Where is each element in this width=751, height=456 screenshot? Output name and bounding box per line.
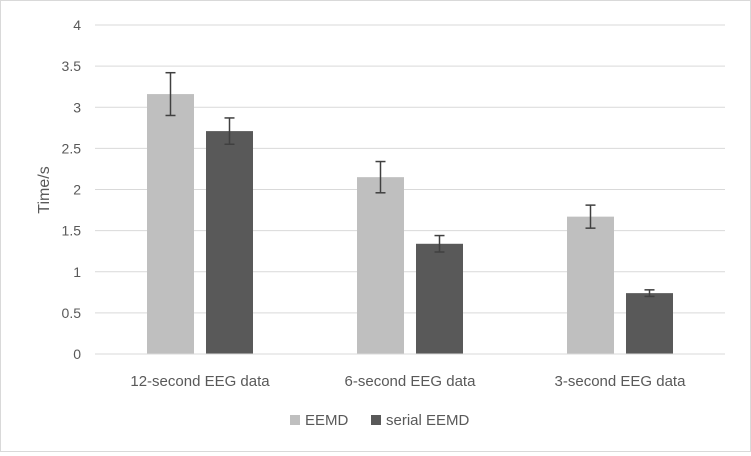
legend: EEMD serial EEMD	[290, 412, 470, 429]
gridlines	[95, 24, 725, 314]
bars	[147, 94, 673, 354]
y-tick-label: 1.5	[62, 223, 82, 239]
y-tick-label: 1	[73, 264, 81, 280]
y-axis-tick-labels: 0 0.5 1 1.5 2 2.5 3 3.5 4	[62, 17, 82, 362]
bar-serial-eemd	[416, 243, 463, 354]
y-tick-label: 3.5	[62, 58, 82, 74]
y-tick-label: 4	[73, 17, 81, 33]
y-axis-label: Time/s	[36, 166, 53, 213]
y-tick-label: 0.5	[62, 305, 82, 321]
x-category-label: 3-second EEG data	[555, 373, 687, 390]
error-bars	[165, 71, 655, 298]
legend-label: serial EEMD	[386, 412, 470, 429]
bar-serial-eemd	[206, 131, 253, 354]
y-tick-label: 2	[73, 182, 81, 198]
legend-swatch	[290, 415, 300, 425]
legend-label: EEMD	[305, 412, 349, 429]
bar-eemd	[357, 177, 404, 354]
y-tick-label: 0	[73, 346, 81, 362]
x-category-label: 6-second EEG data	[345, 373, 477, 390]
bar-eemd	[147, 94, 194, 354]
x-axis-category-labels: 12-second EEG data 6-second EEG data 3-sec…	[130, 373, 686, 390]
legend-swatch	[371, 415, 381, 425]
bar-eemd	[567, 216, 614, 354]
x-category-label: 12-second EEG data	[130, 373, 270, 390]
y-tick-label: 3	[73, 99, 81, 115]
y-tick-label: 2.5	[62, 140, 82, 156]
bar-serial-eemd	[626, 293, 673, 354]
